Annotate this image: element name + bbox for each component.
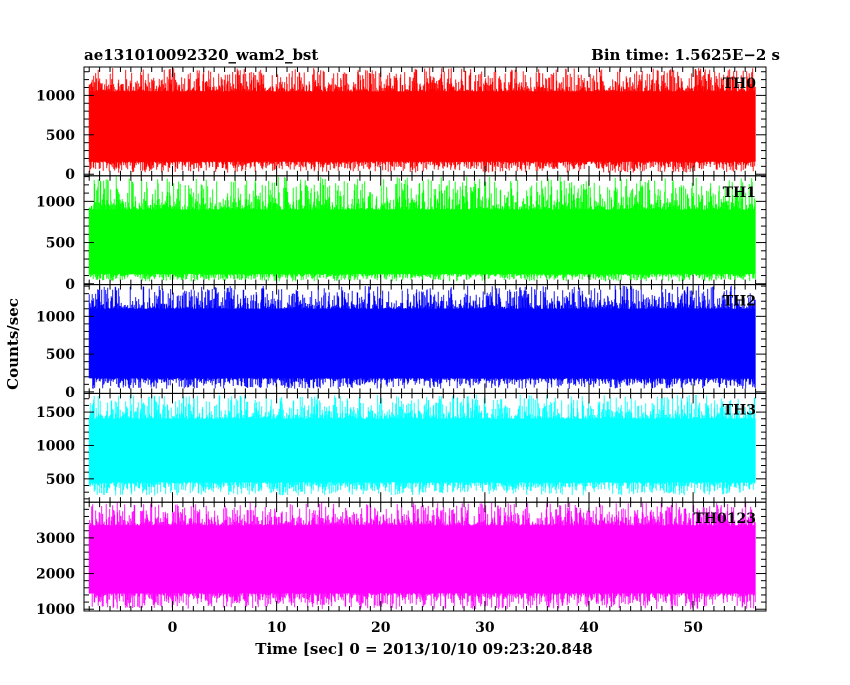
- series-th0-trace: [88, 67, 756, 173]
- x-tick-label: 50: [683, 620, 703, 636]
- series-label: TH2: [723, 294, 756, 310]
- x-tick-label: 20: [371, 620, 391, 636]
- y-tick-label: 0: [65, 385, 75, 401]
- y-tick-label: 500: [46, 347, 75, 363]
- series-th1-trace: [88, 176, 756, 282]
- series-label: TH0123: [693, 511, 756, 527]
- x-axis-label: Time [sec] 0 = 2013/10/10 09:23:20.848: [255, 640, 592, 658]
- y-tick-label: 1500: [36, 405, 75, 421]
- y-tick-label: 1000: [36, 602, 75, 618]
- y-tick-label: 1000: [36, 309, 75, 325]
- series-th0123-trace: [88, 502, 756, 610]
- panel-frame: [83, 501, 767, 612]
- y-tick-label: 0: [65, 167, 75, 183]
- series-label: TH3: [723, 402, 756, 418]
- y-tick-label: 0: [65, 277, 75, 293]
- x-tick-label: 30: [475, 620, 495, 636]
- x-tick-label: 10: [267, 620, 287, 636]
- y-tick-label: 500: [46, 472, 75, 488]
- y-axis-label: Counts/sec: [4, 298, 22, 390]
- x-tick-label: 0: [168, 620, 178, 636]
- panels-group: 05001000TH005001000TH105001000TH25001000…: [36, 66, 767, 636]
- series-label: TH1: [723, 185, 756, 201]
- chart-title: ae131010092320_wam2_bst: [84, 46, 318, 64]
- y-tick-label: 500: [46, 128, 75, 144]
- series-th2-trace: [88, 285, 756, 389]
- y-tick-label: 2000: [36, 567, 75, 583]
- series-th3-trace: [88, 394, 756, 496]
- bin-time-label: Bin time: 1.5625E−2 s: [591, 46, 780, 64]
- y-tick-label: 3000: [36, 531, 75, 547]
- y-tick-label: 1000: [36, 88, 75, 104]
- y-tick-label: 1000: [36, 438, 75, 454]
- series-label: TH0: [723, 76, 757, 92]
- x-tick-label: 40: [579, 620, 599, 636]
- y-tick-label: 1000: [36, 194, 75, 210]
- y-tick-label: 500: [46, 236, 75, 252]
